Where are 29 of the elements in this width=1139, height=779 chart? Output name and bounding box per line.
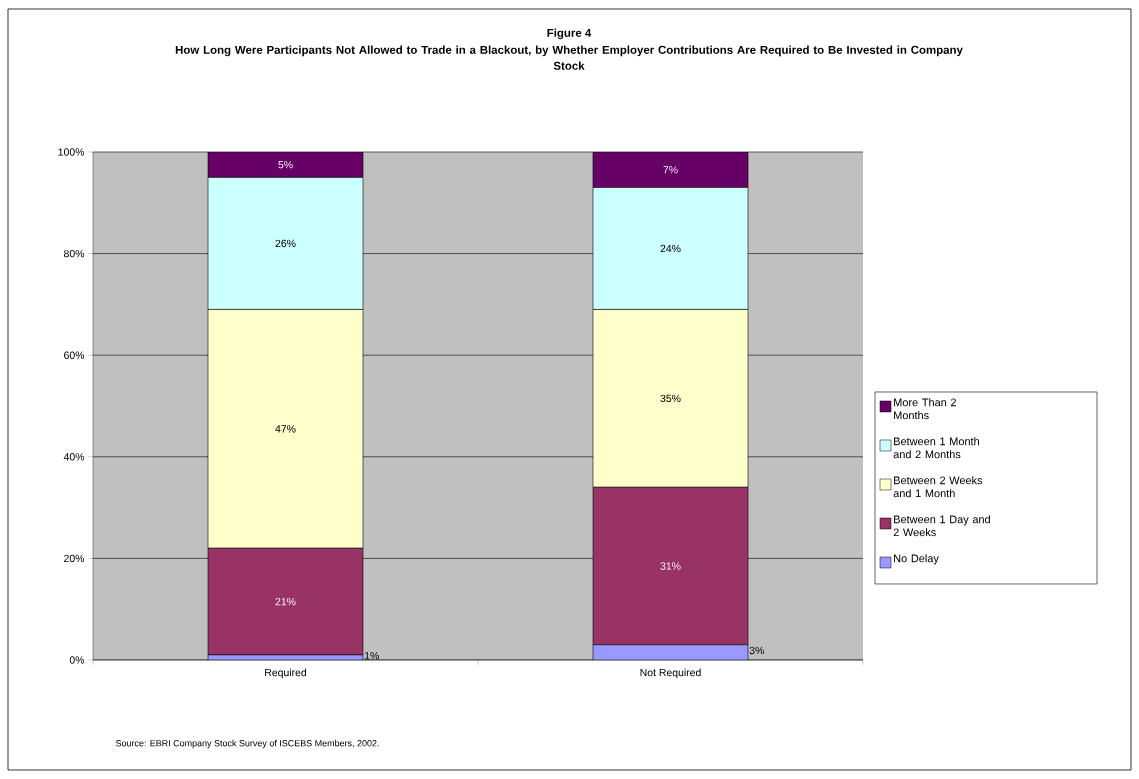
y-tick-label: 40% [63,453,85,461]
x-tick-label: Required [265,668,307,679]
bar [592,644,749,660]
chart-subtitle: How Long Were Participants Not Allowed to Trade in a Blackout, by Whether Employer Contributions Are Required to Be Invested in Company Stock [175,45,963,70]
legend-label: Between 1 Month and 2 Months [893,437,979,459]
x-tick-label: Not Required [640,668,701,679]
y-tick-label: 60% [64,351,85,359]
y-tick-label: 20% [64,554,85,563]
data-label: 3% [749,646,764,655]
data-label: 47% [275,425,296,433]
legend-label: Between 2 Weeks and 1 Month [893,476,983,498]
bar [207,151,364,178]
legend-label: Between 1 Day and 2 Weeks [893,515,990,537]
y-tick-label: 0% [69,656,85,664]
source-note: Source: EBRI Company Stock Survey of ISCEBS Members, 2002. [115,739,379,749]
legend-label: No Delay [894,554,939,565]
data-label: 26% [275,239,296,248]
bar [592,151,749,188]
y-tick-label: 80% [64,249,85,258]
data-label: 21% [275,597,296,606]
data-label: 31% [660,562,681,570]
legend-label: More Than 2 Months [894,398,956,420]
data-label: 7% [663,166,678,174]
data-label: 35% [660,394,681,403]
y-tick-label: 100% [58,148,85,156]
data-label: 24% [660,244,681,253]
chart-title: Figure 4 [547,28,592,40]
data-label: 5% [278,161,293,169]
data-label: 1% [365,651,379,660]
